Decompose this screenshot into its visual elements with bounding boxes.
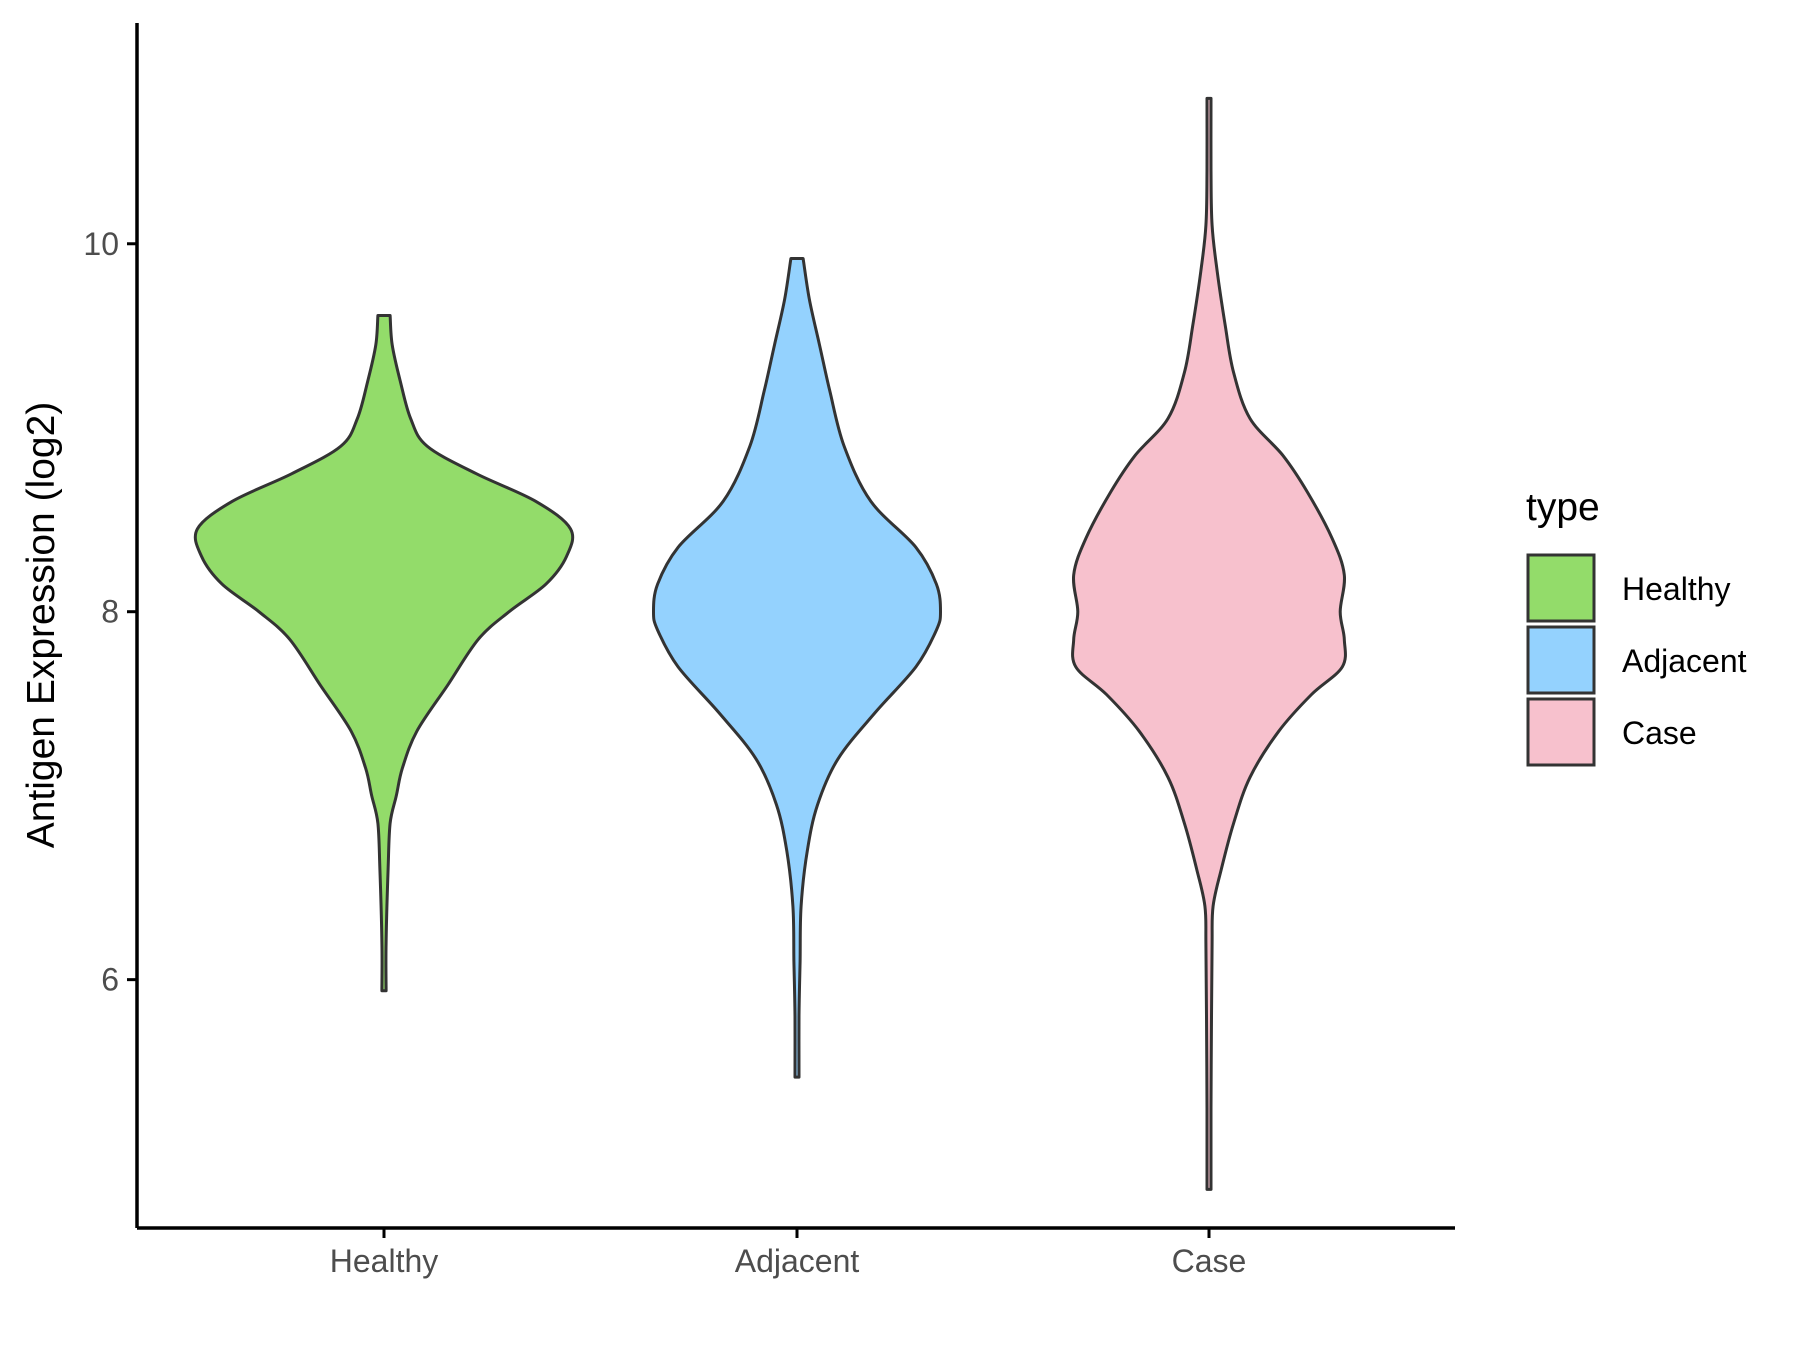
legend-label-healthy: Healthy bbox=[1622, 571, 1731, 607]
legend-key-adjacent bbox=[1526, 625, 1596, 695]
x-tick-label: Case bbox=[1172, 1243, 1247, 1279]
violin-healthy bbox=[193, 314, 575, 993]
violin-layer bbox=[193, 96, 1347, 1191]
x-axis-ticks: Healthy Adjacent Case bbox=[330, 1228, 1247, 1279]
y-axis-title: Antigen Expression (log2) bbox=[20, 402, 63, 849]
y-tick-label: 6 bbox=[101, 962, 119, 998]
y-tick-label: 8 bbox=[101, 594, 119, 630]
legend-label-case: Case bbox=[1622, 715, 1697, 751]
violin-adjacent bbox=[652, 257, 942, 1079]
y-tick-label: 10 bbox=[83, 226, 119, 262]
x-tick-label: Healthy bbox=[330, 1243, 439, 1279]
violin-case bbox=[1071, 96, 1347, 1191]
legend-label-adjacent: Adjacent bbox=[1622, 643, 1747, 679]
legend-title: type bbox=[1526, 486, 1600, 529]
x-tick-label: Adjacent bbox=[735, 1243, 860, 1279]
legend: type Healthy Adjacent Case bbox=[1526, 486, 1747, 767]
y-axis-ticks: 6 8 10 bbox=[83, 226, 137, 998]
legend-key-case bbox=[1526, 697, 1596, 767]
legend-key-healthy bbox=[1526, 553, 1596, 623]
